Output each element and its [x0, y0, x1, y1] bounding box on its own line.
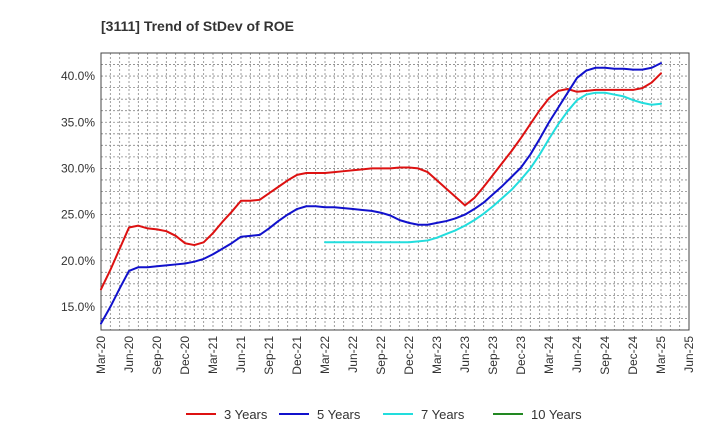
legend: 3 Years 5 Years 7 Years 10 Years: [186, 407, 582, 422]
x-tick-label: Mar-25: [654, 336, 668, 374]
x-tick-label: Jun-23: [458, 336, 472, 373]
x-tick-label: Dec-21: [290, 336, 304, 375]
x-tick-label: Sep-21: [262, 336, 276, 375]
y-tick-label: 15.0%: [61, 300, 95, 314]
x-tick-label: Dec-22: [402, 336, 416, 375]
y-tick-label: 35.0%: [61, 115, 95, 129]
x-tick-label: Dec-20: [178, 336, 192, 375]
y-tick-label: 20.0%: [61, 254, 95, 268]
legend-label: 7 Years: [421, 407, 465, 422]
x-tick-label: Dec-23: [514, 336, 528, 375]
x-tick-label: Mar-23: [430, 336, 444, 374]
legend-label: 5 Years: [317, 407, 361, 422]
legend-label: 3 Years: [224, 407, 268, 422]
x-tick-label: Jun-25: [682, 336, 696, 373]
y-tick-label: 25.0%: [61, 208, 95, 222]
x-tick-label: Sep-22: [374, 336, 388, 375]
y-axis: 15.0% 20.0% 25.0% 30.0% 35.0% 40.0%: [61, 69, 95, 314]
series-lines: [100, 62, 662, 325]
x-tick-label: Mar-24: [542, 336, 556, 374]
x-tick-label: Sep-20: [150, 336, 164, 375]
x-tick-label: Sep-24: [598, 336, 612, 375]
x-tick-label: Jun-20: [122, 336, 136, 373]
y-tick-label: 30.0%: [61, 161, 95, 175]
x-tick-label: Mar-21: [206, 336, 220, 374]
x-tick-label: Jun-24: [570, 336, 584, 373]
x-tick-label: Jun-22: [346, 336, 360, 373]
plot-frame: [100, 52, 690, 331]
x-tick-label: Mar-20: [94, 336, 108, 374]
series-line-3-years: [100, 72, 662, 291]
series-line-5-years: [100, 62, 662, 325]
x-axis: Mar-20 Jun-20 Sep-20 Dec-20 Mar-21 Jun-21 Sep-…: [94, 336, 696, 375]
series-line-7-years: [324, 91, 662, 244]
x-tick-label: Mar-22: [318, 336, 332, 374]
x-tick-label: Jun-21: [234, 336, 248, 373]
chart-title: [3111] Trend of StDev of ROE: [101, 18, 294, 34]
y-tick-label: 40.0%: [61, 69, 95, 83]
x-tick-label: Sep-23: [486, 336, 500, 375]
x-tick-label: Dec-24: [626, 336, 640, 375]
legend-label: 10 Years: [531, 407, 582, 422]
grid: [100, 52, 690, 331]
